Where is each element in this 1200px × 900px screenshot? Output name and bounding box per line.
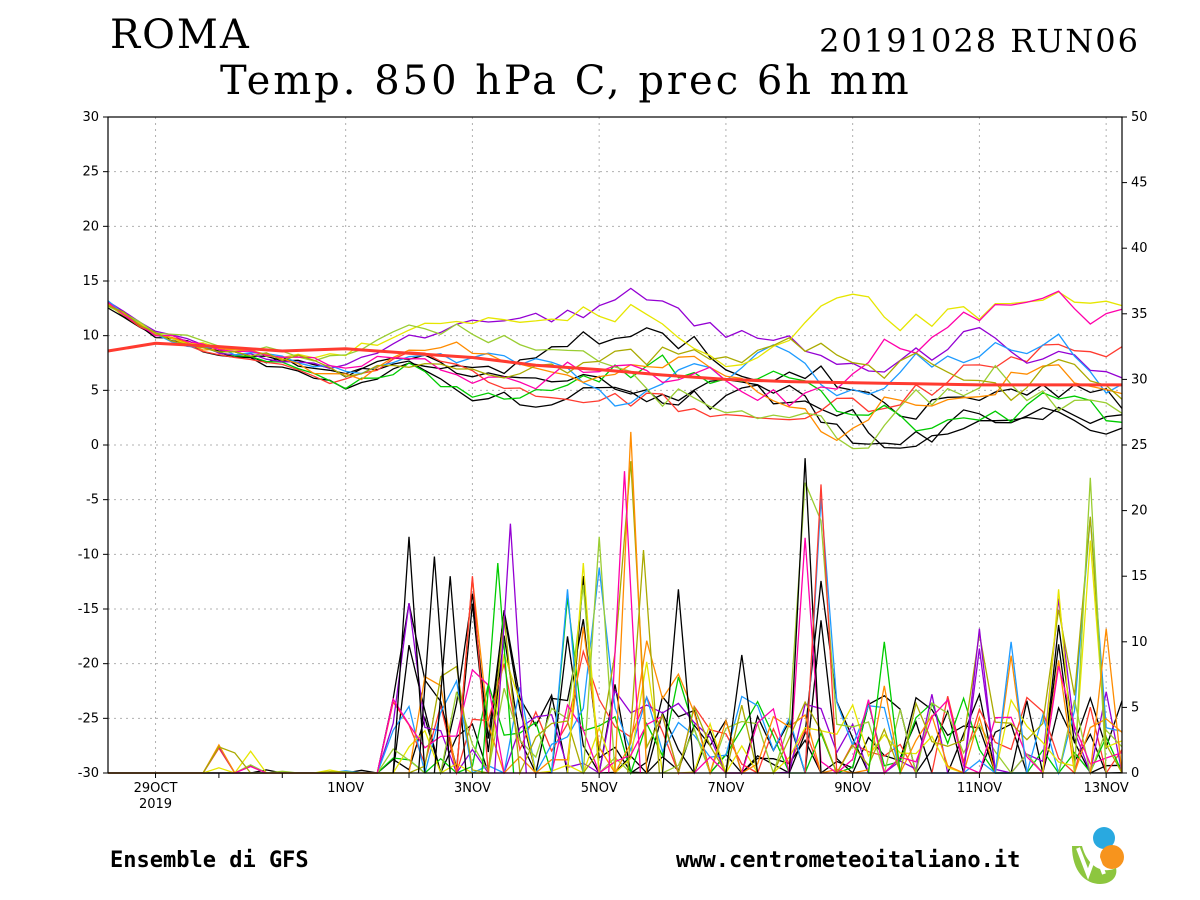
temperature-member-line bbox=[107, 307, 1123, 420]
precipitation-peak bbox=[1042, 589, 1076, 774]
y-left-tick-label: 10 bbox=[82, 329, 99, 344]
y-right-tick-label: 15 bbox=[1131, 569, 1148, 584]
precipitation-member-line bbox=[108, 575, 1123, 775]
run-label: 20191028 RUN06 bbox=[819, 22, 1140, 60]
precipitation-peak bbox=[614, 431, 648, 774]
y-right-tick-label: 45 bbox=[1131, 176, 1148, 191]
precipitation-peak bbox=[493, 523, 527, 774]
y-left-tick-label: -10 bbox=[78, 547, 99, 562]
y-left-tick-label: 25 bbox=[82, 165, 99, 180]
temperature-mean-line bbox=[107, 341, 1122, 387]
y-right-tick-label: 0 bbox=[1131, 766, 1139, 781]
y-left-tick-label: 20 bbox=[82, 219, 99, 234]
y-right-tick-label: 20 bbox=[1131, 504, 1148, 519]
x-tick-label: 7NOV bbox=[707, 781, 744, 796]
x-tick-label: 13NOV bbox=[1084, 781, 1129, 796]
precipitation-peak bbox=[627, 549, 661, 774]
temperature-member-line bbox=[107, 301, 1123, 432]
y-right-tick-label: 5 bbox=[1131, 700, 1139, 715]
temperature-member-line bbox=[107, 302, 1123, 449]
temperature-member-line bbox=[107, 287, 1123, 379]
y-left-tick-label: -15 bbox=[78, 602, 99, 617]
y-left-tick-label: 30 bbox=[82, 110, 99, 125]
x-year-label: 2019 bbox=[139, 797, 172, 812]
temperature-member-line bbox=[107, 305, 1123, 450]
y-right-tick-label: 25 bbox=[1131, 438, 1148, 453]
precipitation-peak bbox=[582, 536, 616, 774]
precipitation-peak bbox=[455, 576, 489, 774]
precipitation-peak bbox=[481, 563, 515, 774]
precipitation-member-line bbox=[108, 482, 1123, 776]
precipitation-peak bbox=[725, 654, 759, 774]
chart-title: Temp. 850 hPa C, prec 6h mm bbox=[220, 58, 912, 104]
precipitation-peak bbox=[417, 556, 451, 774]
city-title: ROMA bbox=[110, 12, 251, 58]
precipitation-peak bbox=[566, 563, 600, 774]
precipitation-peak bbox=[962, 628, 996, 774]
precipitation-peak bbox=[392, 536, 426, 774]
footer-website[interactable]: www.centrometeoitaliano.it bbox=[676, 848, 1021, 873]
y-left-tick-label: 5 bbox=[91, 383, 99, 398]
centrometeoitaliano-logo-icon bbox=[1072, 827, 1124, 884]
precipitation-peak bbox=[433, 576, 467, 774]
y-axis-left: 30 25 20 15 10 5 0 -5 -10 -15 -20 -25 -30 bbox=[78, 110, 108, 781]
y-left-tick-label: -5 bbox=[86, 493, 99, 508]
precipitation-member-line bbox=[108, 580, 1123, 775]
x-tick-label: 3NOV bbox=[454, 781, 491, 796]
x-tick-label: 29OCT bbox=[134, 781, 178, 796]
temperature-member-line bbox=[107, 305, 1123, 402]
plot-frame bbox=[107, 116, 1123, 774]
x-tick-label: 11NOV bbox=[957, 781, 1002, 796]
precipitation-peak bbox=[867, 641, 901, 774]
x-tick-label: 1NOV bbox=[327, 781, 364, 796]
temperature-member-line bbox=[107, 291, 1123, 368]
temperature-mean-series bbox=[107, 341, 1122, 387]
temperature-member-line bbox=[107, 301, 1123, 421]
y-left-tick-label: -20 bbox=[78, 657, 99, 672]
precipitation-peak bbox=[788, 458, 822, 774]
temperature-member-line bbox=[107, 300, 1123, 407]
x-tick-label: 9NOV bbox=[834, 781, 871, 796]
y-left-tick-label: 15 bbox=[82, 274, 99, 289]
precipitation-peak bbox=[550, 589, 584, 774]
x-axis: 29OCT 1NOV 3NOV 5NOV 7NOV 9NOV 11NOV 13NOV 2019 bbox=[134, 773, 1129, 812]
precipitation-peak bbox=[804, 484, 838, 774]
x-tick-label: 5NOV bbox=[581, 781, 618, 796]
footer-source: Ensemble di GFS bbox=[110, 848, 309, 873]
precipitation-peak bbox=[1089, 628, 1123, 774]
precipitation-peak bbox=[661, 589, 695, 774]
y-left-tick-label: -30 bbox=[78, 766, 99, 781]
precipitation-member-line bbox=[108, 577, 1123, 776]
y-right-tick-label: 30 bbox=[1131, 372, 1148, 387]
temperature-series bbox=[107, 287, 1123, 450]
y-left-tick-label: -25 bbox=[78, 711, 99, 726]
y-right-tick-label: 35 bbox=[1131, 307, 1148, 322]
y-left-tick-label: 0 bbox=[91, 438, 99, 453]
temperature-member-line bbox=[107, 290, 1123, 407]
precipitation-series bbox=[108, 431, 1123, 776]
precipitation-peak bbox=[994, 641, 1028, 774]
y-right-tick-label: 10 bbox=[1131, 635, 1148, 650]
y-right-tick-label: 50 bbox=[1131, 110, 1148, 125]
precipitation-member-line bbox=[108, 498, 1123, 776]
grid bbox=[108, 117, 1122, 773]
y-right-tick-label: 40 bbox=[1131, 241, 1148, 256]
